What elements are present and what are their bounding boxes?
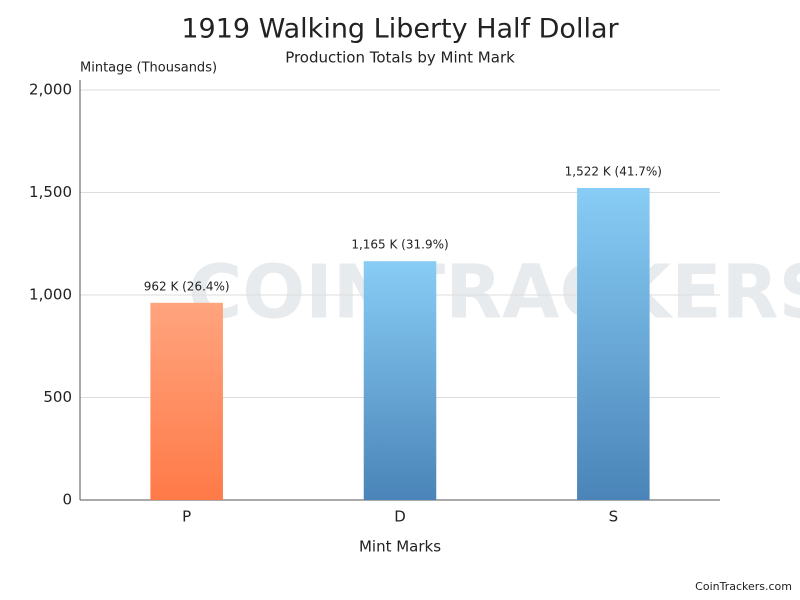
watermark: COINTRACKERS (188, 250, 800, 336)
value-label: 962 K (26.4%) (144, 279, 230, 293)
x-tick-label: D (394, 508, 406, 526)
y-tick-label: 1,500 (29, 183, 72, 201)
bar (150, 302, 223, 500)
bar (363, 261, 437, 500)
value-label: 1,522 K (41.7%) (565, 164, 662, 178)
footer: CoinTrackers.com (695, 580, 792, 593)
value-label: 1,165 K (31.9%) (351, 238, 448, 252)
chart-title: 1919 Walking Liberty Half Dollar (181, 14, 619, 45)
x-tick-label: S (609, 508, 619, 526)
chart-subtitle: Production Totals by Mint Mark (285, 49, 515, 67)
y-tick-label: 1,000 (29, 286, 72, 304)
x-axis-label: Mint Marks (359, 538, 441, 556)
y-tick-label: 500 (43, 388, 72, 406)
bar (577, 187, 650, 501)
x-tick-label: P (182, 508, 191, 526)
y-axis-label: Mintage (Thousands) (80, 61, 217, 76)
y-tick-label: 2,000 (29, 81, 72, 99)
y-tick-label: 0 (62, 491, 72, 509)
